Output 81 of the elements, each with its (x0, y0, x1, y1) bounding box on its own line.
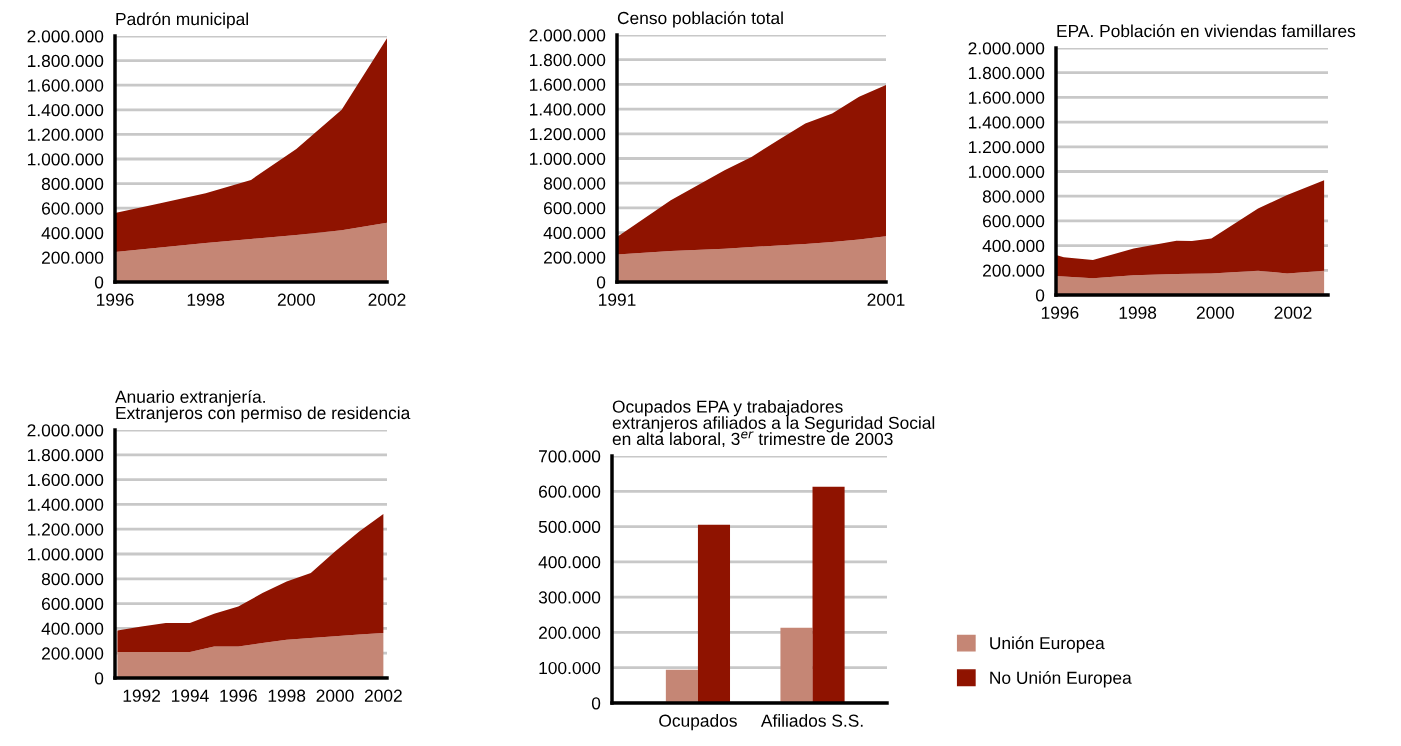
legend-label: No Unión Europea (990, 670, 1132, 688)
bar (665, 669, 698, 703)
y-tick-label: 200.000 (983, 264, 1045, 277)
y-tick-label: 700.000 (539, 450, 601, 463)
y-tick-label: 0 (94, 672, 104, 685)
x-tick-label: 1991 (599, 293, 636, 306)
x-tick-label: 1996 (97, 293, 134, 306)
y-tick-label: 1.200.000 (27, 128, 104, 141)
x-tick-label: 2000 (316, 689, 354, 702)
y-tick-label: 1.200.000 (27, 523, 104, 536)
y-tick-label: 200.000 (42, 647, 104, 660)
y-tick-label: 600.000 (42, 202, 104, 215)
y-tick-label: 1.800.000 (529, 53, 606, 67)
chart-title: Censo población total (617, 11, 783, 28)
y-tick-label: 600.000 (544, 202, 606, 215)
x-tick-label: 1998 (268, 689, 306, 702)
y-tick-label: 100.000 (539, 661, 601, 675)
chart-title: Anuario extranjería. Extranjeros con permiso de residencia (115, 389, 411, 423)
chart-title: EPA. Población en viviendas famillares (1057, 24, 1356, 38)
y-tick-label: 1.800.000 (968, 66, 1045, 80)
bar (780, 627, 813, 703)
y-tick-label: 1.800.000 (27, 54, 104, 68)
y-tick-label: 600.000 (539, 485, 601, 498)
y-tick-label: 1.800.000 (27, 448, 104, 462)
y-tick-label: 800.000 (543, 177, 606, 190)
x-tick-label: 1992 (123, 689, 161, 702)
bar (812, 486, 845, 703)
y-tick-label: 400.000 (41, 226, 104, 240)
y-tick-label: 1.200.000 (968, 140, 1045, 154)
y-tick-label: 0 (596, 276, 606, 289)
y-tick-label: 1.400.000 (27, 498, 104, 511)
y-tick-label: 400.000 (982, 239, 1045, 253)
y-tick-label: 600.000 (42, 597, 104, 611)
y-tick-label: 300.000 (538, 591, 601, 604)
y-tick-label: 2.000.000 (529, 29, 606, 42)
y-tick-label: 1.000.000 (529, 152, 606, 165)
chart-title: Padrón municipal (116, 12, 248, 29)
y-tick-label: 400.000 (41, 622, 104, 635)
x-tick-label: 2002 (368, 293, 406, 306)
y-tick-label: 1.600.000 (27, 79, 104, 92)
y-tick-label: 200.000 (539, 626, 601, 639)
x-tick-label: Ocupados (659, 714, 737, 731)
y-tick-label: 200.000 (544, 251, 606, 264)
y-tick-label: 1.400.000 (968, 116, 1045, 129)
y-tick-label: 800.000 (41, 177, 104, 191)
x-tick-label: 1998 (1119, 306, 1157, 319)
y-tick-label: 400.000 (538, 556, 601, 569)
x-tick-label: 1998 (187, 293, 225, 306)
x-tick-label: 2002 (364, 689, 402, 702)
y-tick-label: 0 (94, 276, 104, 289)
x-tick-label: 2002 (1274, 306, 1312, 319)
y-tick-label: 1.400.000 (27, 103, 104, 117)
y-tick-label: 1.000.000 (968, 165, 1045, 178)
y-tick-label: 500.000 (538, 520, 601, 534)
y-tick-label: 400.000 (543, 226, 606, 240)
y-tick-label: 0 (591, 697, 601, 710)
x-tick-label: 2000 (1196, 306, 1234, 319)
y-tick-label: 800.000 (982, 190, 1045, 203)
y-tick-label: 1.400.000 (529, 103, 606, 116)
x-tick-label: 1994 (171, 689, 209, 702)
y-tick-label: 1.000.000 (27, 153, 104, 166)
y-tick-label: 1.600.000 (529, 78, 606, 91)
y-tick-label: 2.000.000 (27, 424, 104, 437)
x-tick-label: Afiliados S.S. (760, 714, 863, 727)
chart-title: Ocupados EPA y trabajadores extranjeros afiliados a la Seguridad Social en alta laboral, 3$^{er}$ trimestre de 2003 (612, 400, 935, 448)
y-tick-label: 2.000.000 (27, 30, 104, 43)
x-tick-label: 1996 (220, 689, 257, 702)
y-tick-label: 800.000 (41, 572, 104, 586)
y-tick-label: 0 (1035, 289, 1045, 302)
legend-label: Unión Europea (990, 636, 1105, 653)
y-tick-label: 600.000 (983, 215, 1045, 228)
y-tick-label: 1.000.000 (27, 548, 104, 561)
x-tick-label: 2001 (867, 293, 905, 306)
y-tick-label: 200.000 (42, 251, 104, 264)
bar (697, 524, 731, 703)
y-tick-label: 2.000.000 (968, 42, 1045, 55)
y-tick-label: 1.600.000 (27, 473, 104, 487)
y-tick-label: 1.600.000 (968, 91, 1045, 104)
y-tick-label: 1.200.000 (529, 127, 606, 141)
x-tick-label: 1996 (1041, 306, 1079, 319)
x-tick-label: 2000 (277, 293, 315, 306)
